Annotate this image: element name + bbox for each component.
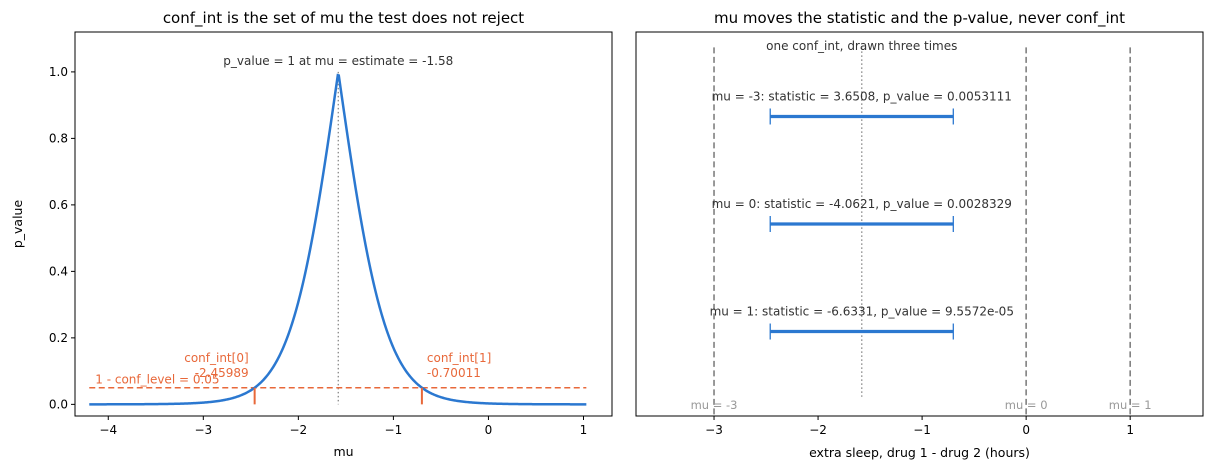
right-plot-area: mu = -3 mu = 0 mu = 1 one conf_int, drawn t… bbox=[635, 31, 1204, 417]
right-x-tick-label: −2 bbox=[809, 423, 827, 437]
conf-int-lower-value: -2.45989 bbox=[195, 366, 249, 380]
right-axes-frame bbox=[635, 31, 1204, 417]
left-plot-area: p_value = 1 at mu = estimate = -1.58 conf… bbox=[74, 31, 613, 417]
left-x-tick-label: 1 bbox=[580, 423, 588, 437]
left-y-tick-label: 1.0 bbox=[49, 65, 68, 79]
p-value-curve bbox=[89, 73, 587, 406]
left-y-tick-label: 0.8 bbox=[49, 131, 68, 145]
conf-int-upper-value: -0.70011 bbox=[427, 366, 481, 380]
interval-row-label: mu = -3: statistic = 3.6508, p_value = 0… bbox=[712, 89, 1012, 103]
left-y-tick-label: 0.4 bbox=[49, 264, 68, 278]
left-axes-frame bbox=[74, 31, 613, 417]
left-x-ticks: −4 −3 −2 −1 0 1 bbox=[99, 416, 587, 437]
right-chart-title: mu moves the statistic and the p-value, … bbox=[714, 9, 1125, 28]
right-x-ticks: −3 −2 −1 0 1 bbox=[705, 416, 1134, 437]
left-x-tick-label: −4 bbox=[99, 423, 117, 437]
right-x-axis-label: extra sleep, drug 1 - drug 2 (hours) bbox=[809, 445, 1030, 460]
peak-annotation: p_value = 1 at mu = estimate = -1.58 bbox=[223, 54, 453, 68]
right-x-tick-label: −1 bbox=[913, 423, 931, 437]
right-header-annotation: one conf_int, drawn three times bbox=[766, 39, 957, 53]
left-x-tick-label: −2 bbox=[290, 423, 308, 437]
left-y-tick-label: 0.2 bbox=[49, 331, 68, 345]
right-x-tick-label: 1 bbox=[1126, 423, 1134, 437]
mu-line-label: mu = 1 bbox=[1109, 398, 1152, 412]
conf-int-lower-label: conf_int[0] bbox=[184, 351, 248, 365]
left-chart: conf_int is the set of mu the test does … bbox=[10, 9, 613, 459]
right-x-tick-label: −3 bbox=[705, 423, 723, 437]
left-x-tick-label: 0 bbox=[485, 423, 493, 437]
left-chart-title: conf_int is the set of mu the test does … bbox=[163, 9, 524, 28]
left-y-ticks: 0.0 0.2 0.4 0.6 0.8 1.0 bbox=[49, 65, 75, 411]
alpha-annotation: 1 - conf_level = 0.05 bbox=[95, 373, 219, 387]
left-y-tick-label: 0.0 bbox=[49, 397, 68, 411]
left-y-axis-label: p_value bbox=[10, 200, 25, 249]
interval-row-label: mu = 0: statistic = -4.0621, p_value = 0… bbox=[712, 197, 1012, 211]
left-x-tick-label: −3 bbox=[194, 423, 212, 437]
left-x-tick-label: −1 bbox=[385, 423, 403, 437]
left-x-axis-label: mu bbox=[333, 444, 353, 459]
right-x-tick-label: 0 bbox=[1022, 423, 1030, 437]
conf-int-upper-label: conf_int[1] bbox=[427, 351, 491, 365]
left-y-tick-label: 0.6 bbox=[49, 198, 68, 212]
mu-line-label: mu = -3 bbox=[691, 398, 738, 412]
mu-line-label: mu = 0 bbox=[1005, 398, 1048, 412]
interval-row-label: mu = 1: statistic = -6.6331, p_value = 9… bbox=[710, 305, 1014, 319]
right-chart: mu moves the statistic and the p-value, … bbox=[635, 9, 1204, 460]
